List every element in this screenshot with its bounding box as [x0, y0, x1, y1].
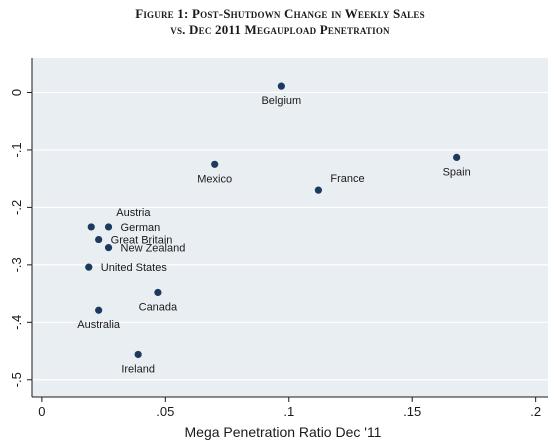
x-tick-label: .1: [283, 404, 294, 419]
data-point: [104, 244, 113, 252]
data-point: [453, 153, 461, 162]
point-label: German: [121, 222, 161, 234]
point-label: Spain: [443, 166, 471, 178]
data-point: [85, 263, 93, 271]
axes: 0 -.1 -.2 -.3 -.4 -.5 0 .05 .1 .15 .2: [9, 58, 548, 419]
data-point: [95, 235, 103, 244]
data-point: [104, 223, 113, 231]
data-point: [314, 186, 322, 194]
x-tick-label: .2: [530, 404, 541, 419]
data-point: [95, 306, 103, 314]
data-point: [211, 160, 219, 168]
x-axis-title: Mega Penetration Ratio Dec '11: [185, 424, 382, 440]
data-point: [87, 223, 95, 231]
point-label: Great Britain: [111, 235, 173, 247]
y-tick-label: -.3: [9, 257, 24, 272]
data-point: [134, 350, 142, 359]
point-label: Mexico: [197, 173, 232, 185]
grid-lines: [32, 91, 548, 381]
point-label: France: [330, 173, 364, 185]
point-label: United States: [101, 262, 168, 274]
data-point: [154, 288, 162, 297]
y-tick-label: -.1: [9, 142, 24, 157]
figure-title-line-2: vs. Dec 2011 Megaupload Penetration: [170, 22, 390, 37]
y-tick-label: -.5: [9, 372, 24, 387]
point-label: Austria: [116, 207, 151, 219]
x-tick-label: 0: [38, 404, 45, 419]
point-label: New Zealand: [121, 243, 186, 255]
y-tick-label: 0: [9, 89, 24, 96]
y-tick-label: -.4: [9, 315, 24, 330]
data-point: [277, 82, 285, 90]
data-points: Belgium Mexico France Spain Austria GermanGre…: [77, 82, 471, 375]
y-tick-label: -.2: [9, 200, 24, 215]
point-label: Ireland: [121, 363, 155, 375]
figure-title: Figure 1: Post-Shutdown Change in Weekly…: [0, 6, 560, 38]
plot-area: [32, 58, 548, 397]
x-tick-label: .15: [403, 404, 421, 419]
x-tick-label: .05: [156, 404, 174, 419]
figure-title-line-1: Figure 1: Post-Shutdown Change in Weekly…: [135, 6, 425, 21]
point-label: Canada: [139, 301, 178, 313]
point-label: Belgium: [261, 95, 301, 107]
point-label: Australia: [77, 319, 121, 331]
